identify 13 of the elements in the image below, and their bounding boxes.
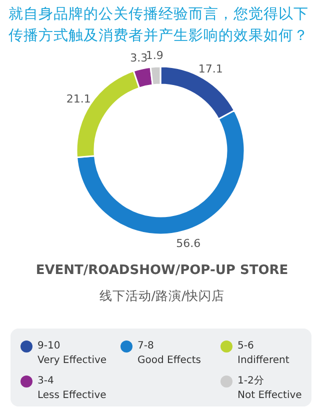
data-label: 21.1 xyxy=(66,92,91,106)
data-label: 3.3 xyxy=(130,51,148,64)
legend-label: 7-8 Good Effects xyxy=(138,340,202,366)
legend-label: 5-6 Indifferent xyxy=(238,340,290,366)
text: EVENT/ROADSHOW/POP-UP STORE xyxy=(36,263,288,278)
data-label: 17.1 xyxy=(198,62,223,76)
legend-label: 3-4 Less Effective xyxy=(38,376,106,401)
data-label: 56.6 xyxy=(176,237,201,250)
data-label: 1.9 xyxy=(146,49,164,62)
legend-label: 1-2分 Not Effective xyxy=(238,374,302,401)
text: 线下活动/路演/快闪店 xyxy=(99,288,225,303)
legend-label: 9-10 Very Effective xyxy=(38,340,107,366)
chart-title: 就自身品牌的公关传播经验而言，您觉得以下传播方式触及消费者并产生影响的效果如何？ xyxy=(8,6,308,44)
